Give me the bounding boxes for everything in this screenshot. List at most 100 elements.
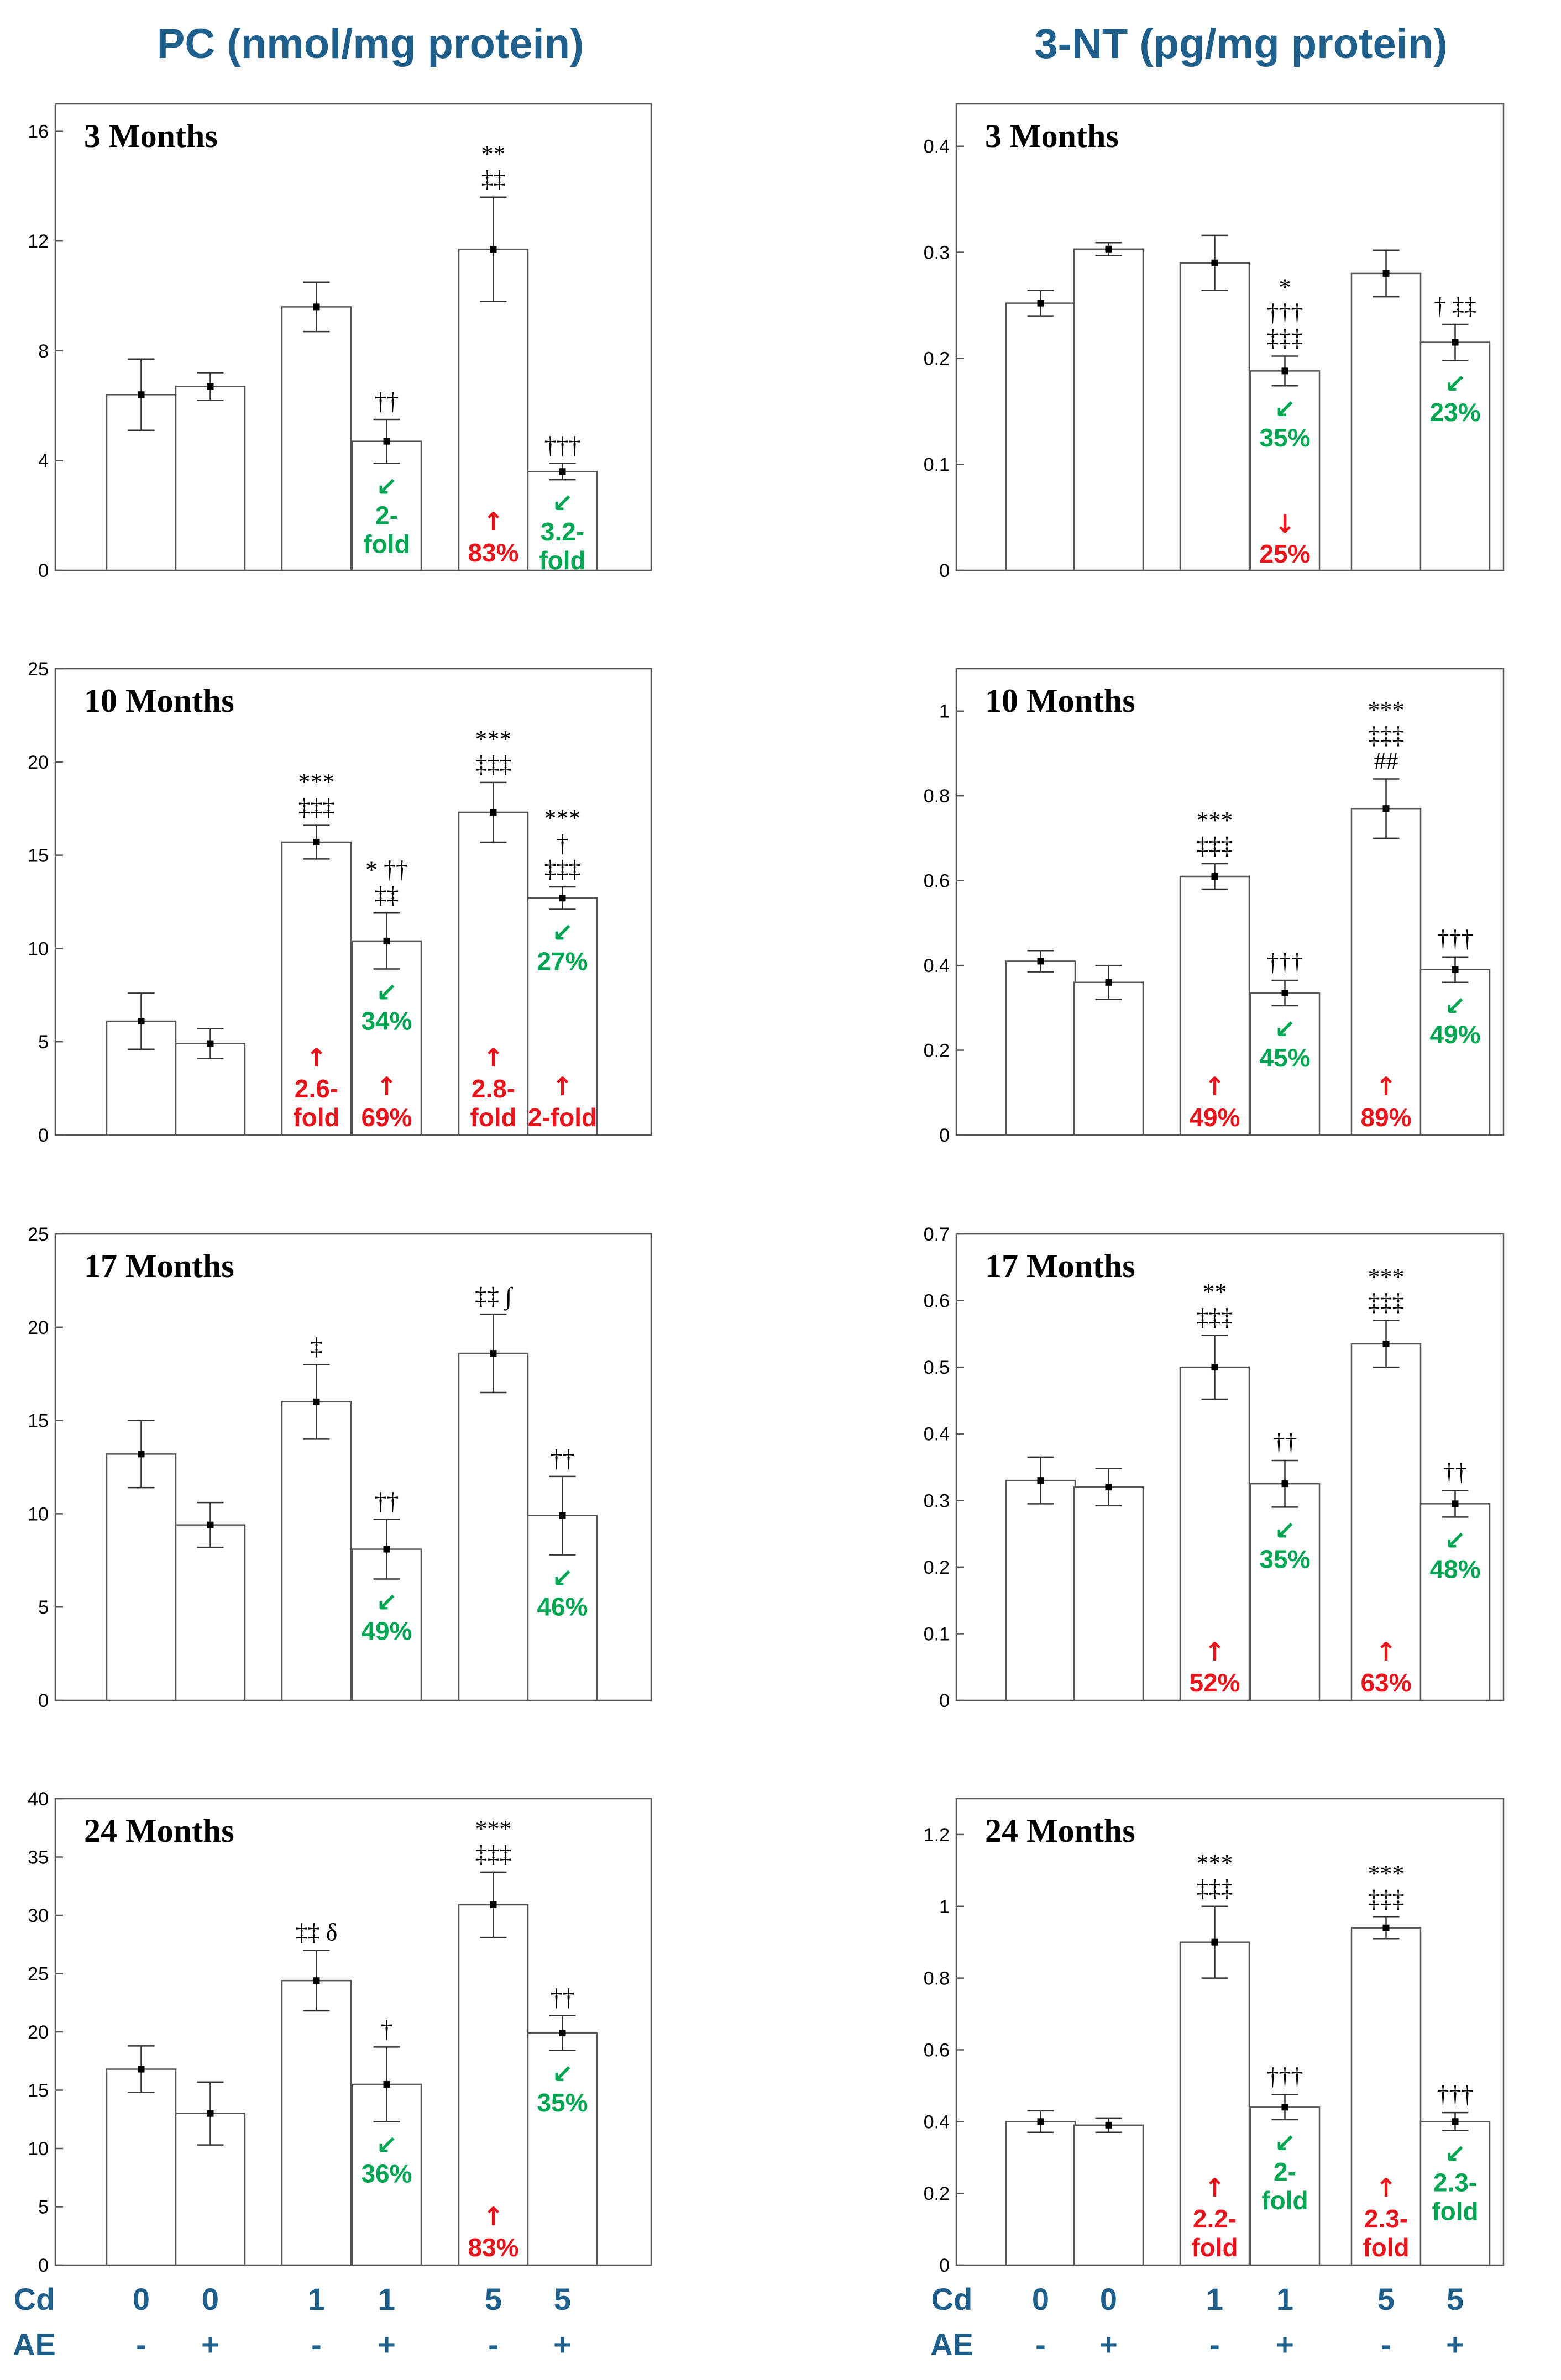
increase-arrow: ↑	[1204, 2173, 1225, 2203]
y-tick-label: 0	[38, 1690, 49, 1711]
significance-label: * ††	[365, 856, 408, 883]
panel-nt-10-months: 00.20.40.60.81 10 Months***‡‡‡↑49%†††↙45%…	[924, 668, 1505, 1146]
mean-marker	[1037, 300, 1044, 307]
bar	[175, 386, 246, 571]
bar	[1419, 1503, 1491, 1701]
y-tick-label: 4	[38, 450, 49, 471]
bar	[1005, 960, 1076, 1136]
decrease-arrow: ↙	[552, 488, 573, 518]
significance-label: ‡‡‡	[1368, 722, 1405, 749]
mean-marker	[1037, 1477, 1044, 1484]
red-decrease-label: 25%	[1259, 539, 1310, 568]
increase-label: 83%	[468, 2233, 518, 2262]
increase-arrow: ↑	[483, 1043, 504, 1073]
bar	[1350, 1343, 1422, 1701]
bar	[1350, 807, 1422, 1136]
significance-label: †††	[1267, 300, 1303, 327]
y-tick-label: 10	[28, 2139, 49, 2160]
increase-label: 83%	[468, 538, 518, 567]
bar	[351, 940, 422, 1136]
panel-nt-24-months: 00.20.40.60.811.2 24 Months***‡‡‡↑2.2-fol…	[924, 1798, 1505, 2276]
significance-label: ††	[375, 388, 399, 415]
ae-value: +	[1276, 2327, 1294, 2362]
cd-value: 5	[1447, 2282, 1464, 2316]
decrease-arrow: ↙	[1444, 2139, 1466, 2169]
bar	[1073, 1486, 1144, 1701]
increase-arrow: ↑	[1375, 2173, 1397, 2203]
decrease-label: 49%	[1429, 1020, 1480, 1049]
y-tick-label: 0	[38, 1125, 49, 1146]
increase-label: 2.6-	[295, 1074, 338, 1103]
increase-arrow: ↑	[483, 2202, 504, 2231]
significance-label: ***	[1368, 1860, 1405, 1887]
mean-marker	[207, 2110, 214, 2117]
period-label: 3 Months	[84, 118, 218, 154]
mean-marker	[313, 1398, 320, 1405]
cd-value: 1	[1276, 2282, 1293, 2316]
ae-value: +	[201, 2327, 219, 2362]
decrease-arrow: ↙	[376, 471, 397, 501]
period-label: 17 Months	[84, 1248, 234, 1284]
y-tick-label: 0.2	[924, 1557, 950, 1578]
significance-label: †	[557, 830, 569, 857]
y-tick-label: 1	[939, 701, 950, 722]
y-tick-label: 0	[38, 2255, 49, 2276]
significance-label: **	[481, 140, 506, 167]
y-tick-label: 5	[38, 1032, 49, 1053]
decrease-label: 46%	[537, 1593, 588, 1621]
y-tick-label: 0.4	[924, 2111, 950, 2132]
decrease-label: 2.3-	[1433, 2168, 1477, 2197]
increase-label: 2.3-	[1364, 2204, 1408, 2233]
y-tick-label: 20	[28, 2022, 49, 2043]
y-tick-label: 0.6	[924, 2040, 950, 2061]
increase-arrow: ↑	[552, 1071, 573, 1101]
y-tick-label: 5	[38, 2197, 49, 2218]
mean-marker	[1211, 1938, 1218, 1946]
mean-marker	[1037, 2118, 1044, 2125]
mean-marker	[1211, 873, 1218, 880]
mean-marker	[490, 808, 497, 816]
mean-marker	[1105, 2121, 1112, 2129]
y-tick-label: 40	[28, 1789, 49, 1810]
mean-marker	[559, 895, 566, 902]
significance-label: ‡‡‡	[1368, 1289, 1405, 1316]
significance-label: ‡‡‡	[1368, 1885, 1405, 1913]
mean-marker	[1211, 259, 1218, 266]
cd-value: 0	[1100, 2282, 1117, 2316]
increase-arrow: ↑	[376, 1071, 397, 1101]
cd-value: 0	[202, 2282, 219, 2316]
mean-marker	[1382, 1924, 1390, 1931]
mean-marker	[1037, 958, 1044, 965]
mean-marker	[1281, 1480, 1288, 1488]
mean-marker	[1382, 270, 1390, 277]
decrease-arrow: ↙	[1444, 991, 1466, 1021]
y-tick-label: 0.1	[924, 1624, 950, 1645]
increase-label: fold	[1191, 2233, 1238, 2262]
y-tick-label: 10	[28, 938, 49, 959]
mean-marker	[1452, 2118, 1459, 2125]
period-label: 10 Months	[985, 682, 1135, 719]
increase-label: fold	[293, 1103, 339, 1132]
significance-label: ‡‡‡	[544, 855, 581, 882]
y-tick-label: 15	[28, 2080, 49, 2101]
decrease-arrow: ↙	[376, 978, 397, 1007]
period-label: 17 Months	[985, 1248, 1135, 1284]
decrease-label: fold	[539, 546, 585, 575]
y-tick-label: 25	[28, 659, 49, 680]
significance-label: ‡‡‡	[1197, 832, 1233, 859]
y-tick-label: 35	[28, 1847, 49, 1868]
decrease-arrow: ↙	[552, 2059, 573, 2089]
bar	[458, 248, 529, 571]
bar	[1179, 262, 1250, 571]
ae-value: -	[1209, 2327, 1220, 2362]
mean-marker	[207, 1040, 214, 1047]
increase-label: 52%	[1189, 1668, 1240, 1697]
significance-label: ***	[1197, 1850, 1233, 1877]
significance-label: ‡‡‡	[1197, 1875, 1233, 1902]
y-tick-label: 0.8	[924, 786, 950, 807]
y-tick-label: 0	[939, 1690, 950, 1711]
y-tick-label: 0.4	[924, 1424, 950, 1445]
ae-row-label: AE	[13, 2327, 56, 2362]
